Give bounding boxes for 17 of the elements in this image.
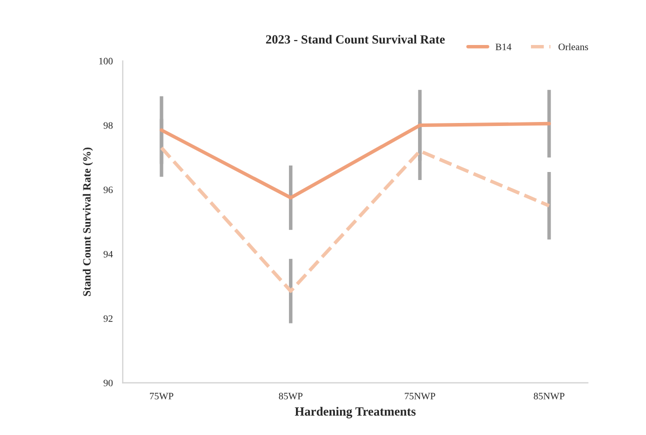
line-series [160, 122, 551, 200]
y-tick-label: 98 [104, 122, 113, 129]
x-tick-label: 85NWP [534, 392, 564, 400]
y-tick-label: 94 [104, 250, 113, 258]
x-axis-title: Hardening Treatments [294, 406, 416, 418]
y-tick-label: 90 [104, 380, 113, 386]
y-tick-label: 96 [104, 186, 113, 194]
y-axis-title: Stand Count Survival Rate (%) [82, 148, 93, 296]
y-tick-label: 92 [104, 315, 112, 322]
line-series [160, 146, 551, 293]
x-tick-label: 75WP [150, 392, 174, 400]
legend-label: Orleans [558, 43, 588, 50]
x-tick-label: 85WP [278, 392, 302, 400]
legend-label: B14 [496, 44, 512, 50]
y-tick-label: 100 [99, 58, 113, 64]
chart-title: 2023 - Stand Count Survival Rate [266, 34, 445, 44]
x-tick-label: 75NWP [404, 392, 436, 400]
